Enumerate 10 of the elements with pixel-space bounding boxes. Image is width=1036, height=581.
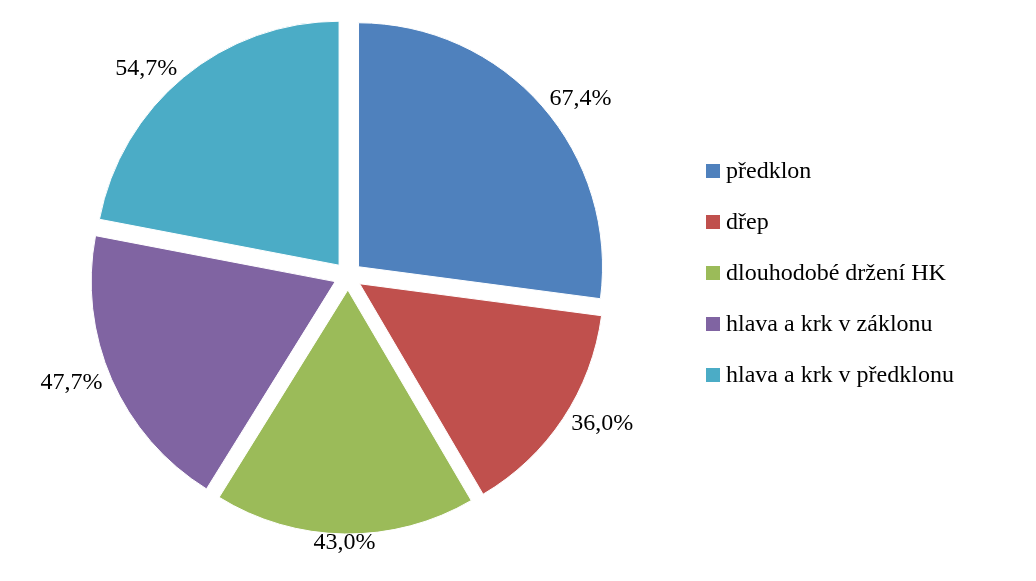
legend-label: hlava a krk v záklonu: [726, 309, 933, 336]
legend-label: dlouhodobé držení HK: [726, 258, 947, 285]
legend-label: dřep: [726, 207, 769, 234]
data-label: 67,4%: [549, 83, 612, 110]
data-label: 47,7%: [40, 368, 103, 395]
legend-label: hlava a krk v předklonu: [726, 360, 954, 387]
data-label: 36,0%: [571, 408, 634, 435]
data-label: 43,0%: [313, 528, 376, 555]
data-label: 54,7%: [115, 53, 178, 80]
legend-label: předklon: [726, 156, 812, 183]
